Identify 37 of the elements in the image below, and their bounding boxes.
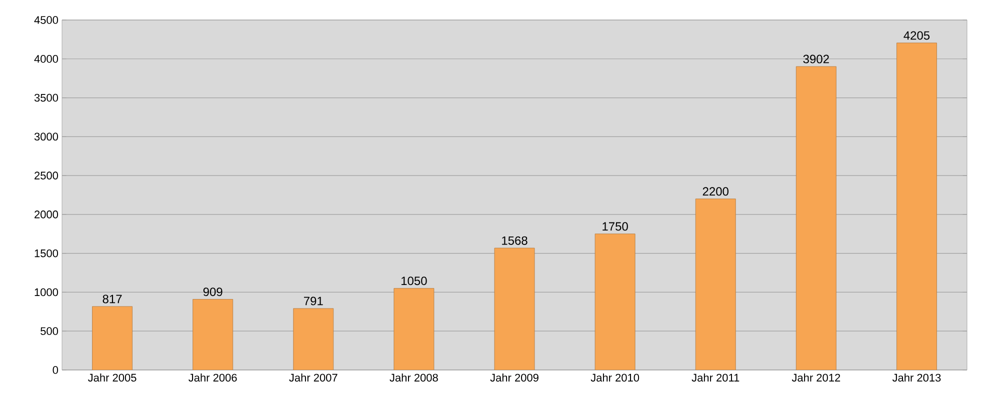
data-label: 2200 (702, 187, 728, 196)
data-label: 3902 (803, 54, 829, 64)
x-tick-label: Jahr 2009 (490, 374, 538, 382)
bar (896, 42, 937, 370)
data-label: 1750 (602, 222, 628, 231)
y-tick-label: 2500 (34, 172, 58, 180)
y-tick-label: 1500 (34, 249, 58, 258)
y-tick-label: 4500 (34, 16, 58, 24)
x-tick-label: Jahr 2006 (188, 374, 237, 382)
data-label: 1050 (402, 276, 427, 286)
bar (494, 248, 535, 370)
bar (92, 306, 132, 370)
data-label: 1568 (502, 236, 528, 245)
y-tick-label: 1000 (34, 288, 58, 296)
y-tick-label: 500 (40, 327, 58, 335)
data-label: 817 (102, 294, 122, 304)
x-tick-label: Jahr 2008 (390, 374, 438, 382)
y-tick-label: 3500 (34, 94, 58, 102)
data-label: 909 (203, 288, 222, 296)
x-tick-label: Jahr 2005 (88, 374, 136, 382)
y-tick-label: 4000 (34, 55, 58, 63)
bar (192, 299, 234, 370)
y-tick-label: 2000 (34, 210, 58, 218)
bar (293, 308, 334, 370)
bar (594, 234, 636, 370)
x-tick-label: Jahr 2011 (692, 374, 740, 382)
x-tick-label: Jahr 2012 (792, 374, 840, 382)
x-tick-label: Jahr 2010 (590, 374, 640, 382)
bar (796, 66, 836, 370)
data-label: 791 (304, 296, 323, 306)
y-tick-label: 3000 (34, 132, 58, 141)
y-tick-label: 0 (52, 366, 58, 374)
bar (394, 288, 434, 370)
data-label: 4205 (904, 31, 930, 40)
bar (695, 198, 736, 370)
x-tick-label: Jahr 2007 (289, 374, 338, 382)
x-tick-label: Jahr 2013 (892, 374, 941, 382)
